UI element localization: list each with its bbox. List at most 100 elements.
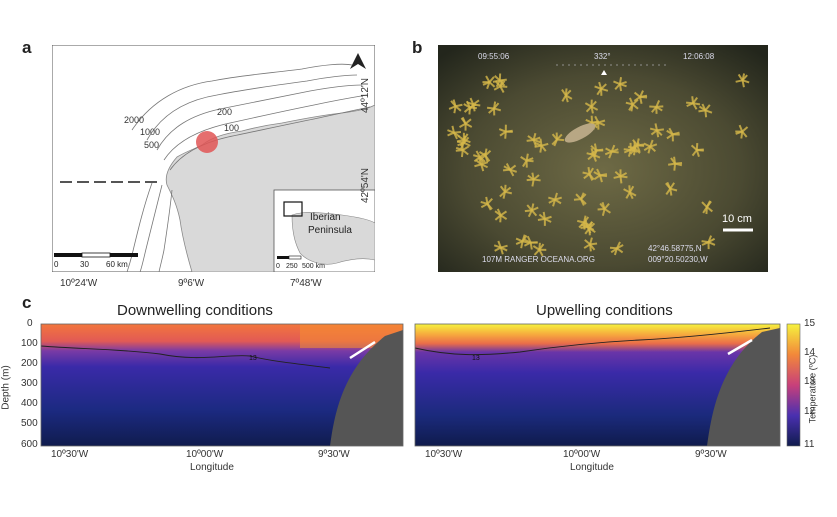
y-tick-0: 0 <box>27 318 33 329</box>
coral-colony <box>532 242 547 257</box>
photo-coord-lat: 42°46.58775,N <box>648 244 702 253</box>
coral-colony <box>735 73 750 88</box>
coral-colony <box>625 97 639 112</box>
coral-colony <box>526 172 541 187</box>
contour-label-100: 100 <box>224 123 239 133</box>
x-tick-left-2: 10º00'W <box>186 449 224 460</box>
coral-colony <box>480 196 493 211</box>
x-tick-right-1: 10º30'W <box>425 449 463 460</box>
coral-colony <box>478 148 492 163</box>
map-a: 2000 1000 500 200 100 0 30 60 km Iberian… <box>52 45 375 272</box>
sections-chart: 13 13 <box>40 323 801 447</box>
colorbar-label: Temperature (ºC) <box>807 354 818 424</box>
coral-colony <box>582 166 595 181</box>
coral-colony <box>520 153 534 168</box>
y-tick-600: 600 <box>21 439 38 450</box>
coral-colony <box>459 116 473 131</box>
hud-heading: 332° <box>594 52 611 61</box>
coral-colony <box>482 75 496 90</box>
coral-colony <box>537 211 552 226</box>
photo-coord-lon: 009°20.50230,W <box>648 255 708 264</box>
map-lon-tick-1: 10º24'W <box>60 278 98 289</box>
coral-colony <box>548 192 563 207</box>
fish <box>564 123 596 143</box>
coral-colony <box>473 150 487 164</box>
y-tick-200: 200 <box>21 358 38 369</box>
coral-colony <box>698 103 713 118</box>
coral-colony <box>649 100 664 114</box>
coral-colony <box>667 156 683 171</box>
north-arrow-icon <box>350 53 366 69</box>
contour-200 <box>163 94 368 161</box>
seafloor-downwelling <box>330 330 403 446</box>
photo-scale-label: 10 cm <box>722 213 752 225</box>
coral-colony <box>623 185 637 200</box>
x-axis-label-left: Longitude <box>190 462 234 473</box>
coral-colony <box>463 100 477 115</box>
seafloor-photo: 09:55:06 332° 12:06:08 10 cm 42°46.58775… <box>438 45 768 272</box>
coral-colony <box>526 132 541 147</box>
coral-colony <box>498 124 513 139</box>
scale-bar: 0 30 60 km <box>54 252 138 269</box>
coral-colony <box>631 138 645 153</box>
coral-colony <box>455 143 470 158</box>
map-lon-tick-2: 9º6'W <box>178 278 205 289</box>
coral-colony <box>580 219 595 234</box>
coral-colony <box>523 235 538 250</box>
coral-colony <box>597 201 611 216</box>
coral-colony <box>584 99 599 114</box>
colorbar-tick-12: 12 <box>804 406 816 417</box>
x-axis-label-right: Longitude <box>570 462 614 473</box>
coral-colony <box>486 101 502 116</box>
colorbar-tick-15: 15 <box>804 318 816 329</box>
contour-label-2000: 2000 <box>124 115 144 125</box>
contour-1000 <box>146 74 358 141</box>
coral-colony <box>493 240 508 255</box>
map-lon-tick-3: 7º48'W <box>290 278 322 289</box>
coral-colony <box>690 143 704 158</box>
coral-colony <box>492 73 507 88</box>
colorbar <box>786 323 801 447</box>
isotherm-label-upwelling: 13 <box>472 355 480 362</box>
hud-time: 09:55:06 <box>478 52 510 61</box>
scale-label-30: 30 <box>80 260 89 269</box>
coral-colony <box>561 88 573 103</box>
coral-colony <box>499 184 513 199</box>
coral-colony <box>735 124 749 139</box>
inset-label-line1: Iberian <box>310 212 341 223</box>
coral-colony <box>583 237 598 252</box>
seafloor-upwelling <box>707 328 780 446</box>
coral-colony <box>633 90 648 104</box>
coral-colony <box>593 168 608 183</box>
y-tick-400: 400 <box>21 398 38 409</box>
y-tick-100: 100 <box>21 338 38 349</box>
coral-colony <box>686 96 701 110</box>
isotherm-label-downwelling: 13 <box>249 355 257 362</box>
inset-scale-label-250: 250 <box>286 263 298 270</box>
coral-colony <box>666 127 680 142</box>
coral-colony <box>609 241 624 256</box>
x-tick-left-1: 10º30'W <box>51 449 89 460</box>
isotherm-13-downwelling <box>40 345 331 369</box>
coral-colony <box>573 192 587 206</box>
y-tick-300: 300 <box>21 378 38 389</box>
chart-title-upwelling: Upwelling conditions <box>536 302 673 319</box>
inset-scale-label-0: 0 <box>276 263 280 270</box>
x-tick-right-2: 10º00'W <box>563 449 601 460</box>
coral-colony <box>643 139 658 154</box>
coral-colony <box>494 208 508 223</box>
coral-colony <box>586 147 601 162</box>
y-tick-500: 500 <box>21 418 38 429</box>
y-axis-label: Depth (m) <box>0 365 12 410</box>
scale-label-0: 0 <box>54 260 59 269</box>
coral-colony <box>604 144 619 159</box>
study-site-marker <box>196 131 218 153</box>
coral-colony <box>534 138 549 153</box>
coral-colony <box>447 125 462 140</box>
map-lat-tick-2: 42º54'N <box>360 167 372 204</box>
chart-title-downwelling: Downwelling conditions <box>117 302 273 319</box>
coral-colony <box>551 132 565 147</box>
panel-label-c: c <box>22 293 32 312</box>
inset-map: Iberian Peninsula 0 250 500 km <box>273 189 375 272</box>
contour-label-200: 200 <box>217 107 232 117</box>
